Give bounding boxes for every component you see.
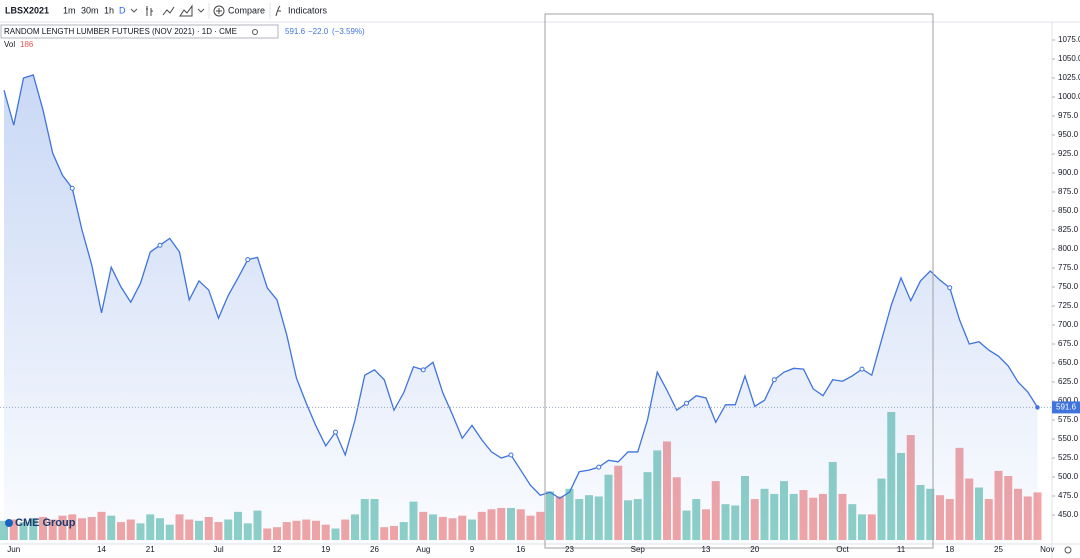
- x-tick-label: 9: [470, 545, 475, 554]
- y-tick-label: 575.0: [1058, 415, 1079, 424]
- x-tick-label: 11: [897, 545, 906, 554]
- x-tick-label: 14: [97, 545, 106, 554]
- plot: [0, 74, 1052, 544]
- selection-box: [544, 13, 934, 549]
- x-tick-label: 21: [146, 545, 155, 554]
- y-tick-label: 650.0: [1058, 358, 1079, 367]
- legend-last: 591.6: [285, 27, 306, 36]
- indicators-button[interactable]: Indicators: [288, 5, 328, 15]
- volume-label: Vol: [4, 40, 15, 49]
- y-tick-label: 725.0: [1058, 301, 1079, 310]
- interval[interactable]: 1h: [104, 5, 114, 15]
- volume-value: 186: [20, 40, 34, 49]
- compare-icon[interactable]: [213, 5, 225, 17]
- y-tick-label: 975.0: [1058, 111, 1079, 120]
- y-tick-label: 825.0: [1058, 225, 1079, 234]
- y-tick-label: 1025.0: [1058, 73, 1080, 82]
- point-marker: [508, 452, 514, 458]
- x-tick-label: Jul: [213, 545, 223, 554]
- chevron[interactable]: [130, 8, 138, 13]
- x-tick-label: 20: [750, 545, 759, 554]
- point-marker: [859, 366, 865, 372]
- symbol[interactable]: LBSX2021: [5, 5, 49, 15]
- point-marker: [245, 257, 251, 263]
- interval[interactable]: 1m: [63, 5, 76, 15]
- legend-title: RANDOM LENGTH LUMBER FUTURES (NOV 2021) …: [4, 27, 237, 36]
- indicators-icon[interactable]: [275, 5, 281, 17]
- y-tick-label: 1050.0: [1058, 54, 1080, 63]
- y-tick-label: 1075.0: [1058, 35, 1080, 44]
- y-tick-label: 600.0: [1058, 396, 1079, 405]
- point-marker: [596, 464, 602, 470]
- y-tick-label: 1000.0: [1058, 92, 1080, 101]
- y-tick-label: 475.0: [1058, 491, 1079, 500]
- price-badge-label: 591.6: [1056, 403, 1077, 412]
- x-tick-label: 18: [945, 545, 954, 554]
- price-line: [3, 74, 1039, 500]
- y-tick-label: 675.0: [1058, 339, 1079, 348]
- area-icon[interactable]: [179, 4, 193, 17]
- legend-box: [0, 24, 279, 39]
- last-point: [1035, 405, 1040, 410]
- point-marker: [420, 367, 426, 373]
- toolbar: [0, 0, 1080, 22]
- watermark: CME Group: [15, 517, 76, 529]
- legend-change: −22.0: [308, 27, 329, 36]
- y-tick-label: 900.0: [1058, 168, 1079, 177]
- y-tick-label: 450.0: [1058, 510, 1079, 519]
- compare-icon[interactable]: [216, 8, 222, 14]
- legend-change-pct: (−3.59%): [332, 27, 365, 36]
- x-tick-label: 13: [702, 545, 711, 554]
- x-tick-label: 16: [516, 545, 525, 554]
- point-marker: [333, 429, 338, 435]
- y-tick-label: 950.0: [1058, 130, 1079, 139]
- cme-logo: [5, 519, 13, 527]
- y-tick-label: 875.0: [1058, 187, 1079, 196]
- y-tick-label: 525.0: [1058, 453, 1079, 462]
- x-tick-label: Nov: [1040, 545, 1054, 554]
- chevron[interactable]: [197, 8, 205, 13]
- compare-button[interactable]: Compare: [228, 5, 265, 15]
- candle-icon[interactable]: [146, 6, 153, 16]
- y-tick-label: 550.0: [1058, 434, 1079, 443]
- x-tick-label: 23: [565, 545, 574, 554]
- x-tick-label: Sep: [631, 545, 646, 554]
- y-tick-label: 700.0: [1058, 320, 1079, 329]
- y-tick-label: 925.0: [1058, 149, 1079, 158]
- x-tick-label: 25: [994, 545, 1003, 554]
- y-tick-label: 850.0: [1058, 206, 1079, 215]
- y-tick-label: 750.0: [1058, 282, 1079, 291]
- point-marker: [157, 242, 163, 248]
- interval[interactable]: D: [119, 5, 126, 15]
- interval[interactable]: 30m: [81, 5, 99, 15]
- point-marker: [771, 377, 777, 383]
- x-tick-label: 19: [321, 545, 330, 554]
- y-tick-label: 625.0: [1058, 377, 1079, 386]
- line-icon[interactable]: [162, 6, 175, 16]
- y-tick-label: 500.0: [1058, 472, 1079, 481]
- y-tick-label: 775.0: [1058, 263, 1079, 272]
- point-marker: [947, 285, 953, 291]
- settings-icon[interactable]: [1064, 546, 1072, 554]
- x-tick-label: 12: [273, 545, 282, 554]
- x-tick-label: Oct: [836, 545, 849, 554]
- x-tick-label: 26: [370, 545, 379, 554]
- point-marker: [684, 400, 689, 406]
- area-fill: [4, 74, 1038, 544]
- point-marker: [69, 185, 75, 191]
- eye-icon[interactable]: [252, 29, 258, 35]
- x-tick-label: Aug: [416, 545, 430, 554]
- price-badge: [1052, 401, 1080, 414]
- y-tick-label: 800.0: [1058, 244, 1079, 253]
- x-tick-label: Jun: [7, 545, 20, 554]
